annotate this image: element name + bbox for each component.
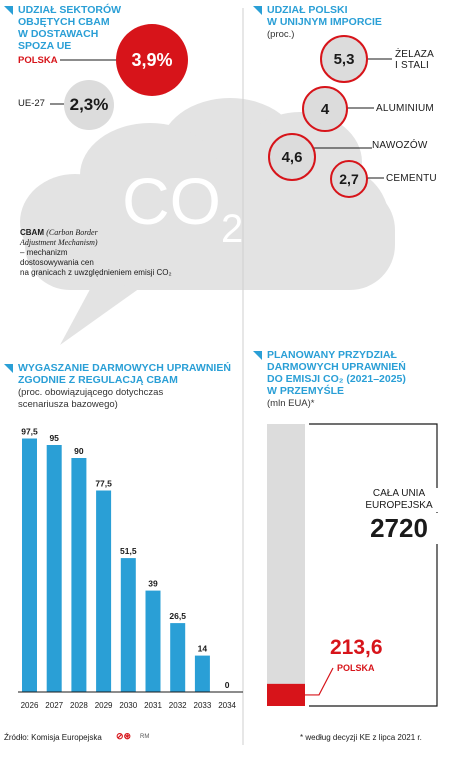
poland-allocation-label: POLSKA: [337, 663, 375, 673]
phaseout-title: WYGASZANIE DARMOWYCH UPRAWNIEŃ ZGODNIE Z…: [18, 362, 231, 386]
cbam-desc-2: dostosowywania cen: [20, 258, 94, 267]
poland-share-value: 3,9%: [131, 49, 173, 70]
bar-value-label: 14: [198, 644, 208, 654]
bar-value-label: 0: [225, 680, 230, 690]
eu-total-bracket: [309, 423, 438, 707]
bar-value-label: 39: [148, 579, 158, 589]
eu-allocation-value: 2720: [355, 513, 443, 544]
fertilizers-label: NAWOZÓW: [372, 140, 428, 151]
aluminium-value: 4: [320, 100, 330, 118]
bar-2032: [170, 623, 186, 692]
x-tick-label: 2030: [119, 701, 137, 710]
poland-connector: [301, 667, 334, 696]
co2-symbol: CO2: [122, 168, 243, 262]
bar-value-label: 90: [74, 446, 84, 456]
bar-value-label: 97,5: [21, 427, 38, 437]
x-tick-label: 2031: [144, 701, 162, 710]
bar-2030: [120, 558, 136, 692]
phaseout-bar-chart: 97,5 2026 95 2027 90 2028 77,5 2029 51,5 2030 39 20…: [18, 427, 243, 710]
eu-share-value: 2,3%: [69, 95, 109, 114]
footnote: * według decyzji KE z lipca 2021 r.: [300, 733, 422, 742]
import-share-title: UDZIAŁ POLSKI W UNIJNYM IMPORCIE: [267, 4, 382, 28]
co-text: CO: [122, 164, 221, 238]
poland-allocation-value: 213,6: [330, 636, 383, 659]
eu-allocation-label: CAŁA UNIA EUROPEJSKA: [355, 488, 443, 512]
cbam-desc-1: – mechanizm: [20, 248, 68, 257]
cement-label: CEMENTU: [386, 173, 437, 184]
import-circle-cement: 2,7: [330, 160, 368, 198]
x-tick-label: 2029: [95, 701, 113, 710]
author-credit: RM: [140, 734, 150, 740]
x-tick-label: 2033: [194, 701, 212, 710]
x-tick-label: 2027: [45, 701, 63, 710]
steel-label: ŻELAZA I STALI: [395, 49, 434, 71]
poland-share-circle: 3,9%: [116, 24, 188, 96]
x-tick-label: 2028: [70, 701, 88, 710]
cbam-desc-3: na granicach z uwzględnieniem emisji CO₂: [20, 268, 172, 277]
cbam-italic: (Carbon Border: [46, 228, 98, 237]
cbam-description: CBAM (Carbon Border Adjustment Mechanism…: [20, 228, 172, 278]
poland-bar: [267, 683, 305, 706]
cbam-bold: CBAM: [20, 228, 44, 237]
allocation-subtitle: (mln EUA)*: [267, 398, 315, 409]
co2-subscript: 2: [221, 207, 244, 251]
header-marker-icon: [4, 364, 13, 373]
cbam-italic-2: Adjustment Mechanism): [20, 238, 98, 247]
aluminium-label: ALUMINIUM: [376, 103, 434, 114]
import-circle-fertilizers: 4,6: [268, 133, 316, 181]
poland-label: POLSKA: [18, 55, 58, 66]
bar-value-label: 77,5: [95, 479, 112, 489]
allocation-title: PLANOWANY PRZYDZIAŁ DARMOWYCH UPRAWNIEŃ …: [267, 349, 406, 397]
source-note: Źródło: Komisja Europejska: [4, 733, 102, 742]
header-marker-icon: [253, 6, 262, 15]
bar-value-label: 26,5: [169, 611, 186, 621]
bar-2026: [22, 438, 37, 692]
eu-total-bar: [267, 424, 305, 706]
steel-value: 5,3: [333, 50, 355, 68]
import-circle-steel: 5,3: [320, 35, 368, 83]
bar-2028: [71, 458, 87, 692]
x-tick-label: 2032: [169, 701, 187, 710]
eu-label: UE-27: [18, 98, 45, 109]
publisher-logo-icon: ⊘⊛: [116, 731, 132, 741]
import-share-subtitle: (proc.): [267, 29, 295, 40]
phaseout-subtitle: (proc. obowiązującego dotychczas scenari…: [18, 387, 164, 410]
bar-value-label: 51,5: [120, 546, 137, 556]
bar-2029: [96, 490, 112, 692]
allocation-bar-chart: [267, 423, 438, 707]
cbam-share-title: UDZIAŁ SEKTORÓW OBJĘTYCH CBAM W DOSTAWAC…: [18, 4, 122, 52]
header-marker-icon: [4, 6, 13, 15]
bar-2033: [194, 655, 210, 692]
x-tick-label: 2026: [21, 701, 39, 710]
bar-2031: [145, 590, 161, 692]
import-circle-aluminium: 4: [302, 86, 348, 132]
fertilizers-value: 4,6: [281, 148, 303, 166]
eu-share-circle: 2,3%: [64, 80, 114, 130]
x-tick-label: 2034: [218, 701, 236, 710]
cement-value: 2,7: [339, 171, 359, 187]
header-marker-icon: [253, 351, 262, 360]
bar-2027: [46, 445, 62, 692]
bar-value-label: 95: [49, 433, 59, 443]
